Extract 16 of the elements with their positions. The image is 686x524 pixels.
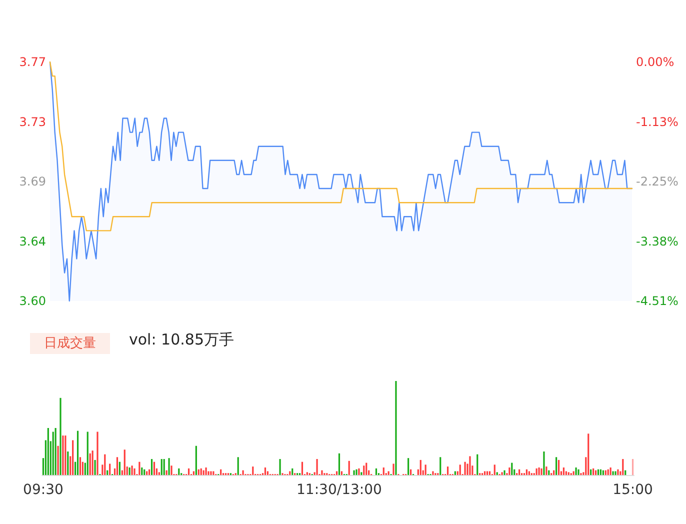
- x-tick-label: 15:00: [612, 482, 653, 498]
- y-tick-label: 3.60: [19, 294, 46, 308]
- x-tick-label: 11:30/13:00: [296, 482, 382, 498]
- y-tick-label: 3.73: [19, 114, 46, 129]
- text: 日成交量: [44, 335, 96, 351]
- y2-tick-label: 0.00%: [636, 55, 674, 69]
- text: vol: 10.85万手: [129, 330, 234, 348]
- line-series: [49, 61, 633, 232]
- y-tick-label: 3.64: [19, 234, 46, 248]
- y-tick-label: 3.77: [19, 55, 46, 69]
- x-tick-label: 09:30: [23, 482, 64, 498]
- y2-tick-label: -4.51%: [636, 294, 678, 308]
- y2-tick-label: -2.25%: [636, 174, 678, 188]
- y2-tick-label: -3.38%: [636, 234, 678, 248]
- y-tick-label: 3.69: [19, 174, 46, 188]
- y2-tick-label: -1.13%: [636, 114, 678, 129]
